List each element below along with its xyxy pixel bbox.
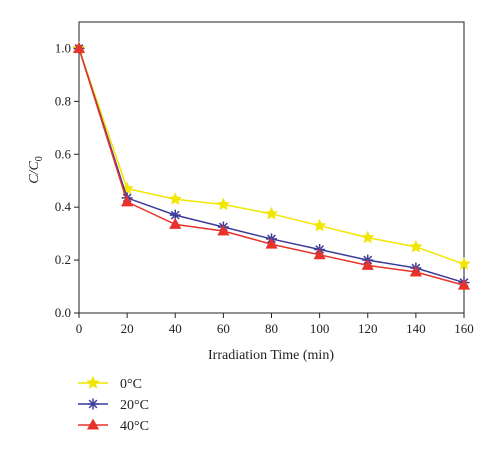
legend-item: 20°C bbox=[78, 398, 149, 413]
legend-item: 0°C bbox=[78, 375, 142, 392]
legend-label: 20°C bbox=[120, 398, 149, 413]
data-point bbox=[360, 230, 375, 244]
y-axis-title-sub: 0 bbox=[34, 156, 45, 161]
x-tick-label: 60 bbox=[217, 321, 230, 336]
data-point bbox=[217, 224, 230, 236]
data-point bbox=[264, 206, 279, 220]
x-tick-label: 0 bbox=[76, 321, 83, 336]
data-point bbox=[457, 278, 471, 290]
y-tick-label: 0.2 bbox=[55, 252, 71, 267]
data-point bbox=[361, 258, 374, 270]
y-axis-title: C/C0 bbox=[27, 156, 45, 184]
data-point bbox=[457, 256, 471, 270]
series-line bbox=[78, 48, 465, 265]
legend: 0°C 20°C 40°C bbox=[78, 375, 149, 434]
series-triangle bbox=[72, 41, 471, 290]
series-line bbox=[78, 48, 465, 286]
data-point bbox=[168, 192, 183, 206]
legend-label: 40°C bbox=[120, 419, 149, 434]
y-tick-label: 0.8 bbox=[55, 93, 71, 108]
x-axis-title: Irradiation Time (min) bbox=[208, 348, 334, 363]
y-tick-label: 0.0 bbox=[55, 305, 71, 320]
data-point bbox=[216, 197, 231, 211]
legend-label: 0°C bbox=[120, 377, 142, 392]
y-tick-label: 1.0 bbox=[55, 40, 71, 55]
x-tick-label: 140 bbox=[406, 321, 426, 336]
data-point bbox=[313, 248, 326, 260]
data-point bbox=[312, 218, 327, 232]
x-tick-label: 120 bbox=[358, 321, 378, 336]
legend-item: 40°C bbox=[78, 418, 149, 434]
legend-marker bbox=[87, 398, 99, 410]
x-tick-label: 40 bbox=[169, 321, 182, 336]
data-point bbox=[265, 237, 278, 249]
x-tick-label: 80 bbox=[265, 321, 278, 336]
data-point bbox=[169, 217, 182, 229]
plot-frame bbox=[78, 21, 465, 314]
data-point bbox=[409, 239, 423, 253]
data-point bbox=[72, 41, 86, 53]
legend-marker bbox=[86, 418, 100, 430]
y-tick-label: 0.6 bbox=[55, 146, 72, 161]
data-point bbox=[120, 195, 134, 207]
marker-stroke bbox=[170, 210, 180, 220]
y-axis-title-main: C/C bbox=[27, 161, 42, 184]
series-asterisk bbox=[73, 42, 470, 289]
x-tick-label: 160 bbox=[454, 321, 474, 336]
y-axis-ticks: 0.0 0.2 0.4 0.6 0.8 1.0 bbox=[55, 40, 79, 320]
series-layer bbox=[72, 41, 471, 290]
x-tick-label: 100 bbox=[310, 321, 330, 336]
marker-stroke bbox=[88, 399, 98, 409]
x-axis-ticks: 0 20 40 60 80 100 120 140 160 bbox=[76, 313, 474, 336]
x-tick-label: 20 bbox=[121, 321, 134, 336]
y-tick-label: 0.4 bbox=[55, 199, 72, 214]
data-point bbox=[409, 265, 423, 277]
legend-marker bbox=[86, 375, 100, 389]
